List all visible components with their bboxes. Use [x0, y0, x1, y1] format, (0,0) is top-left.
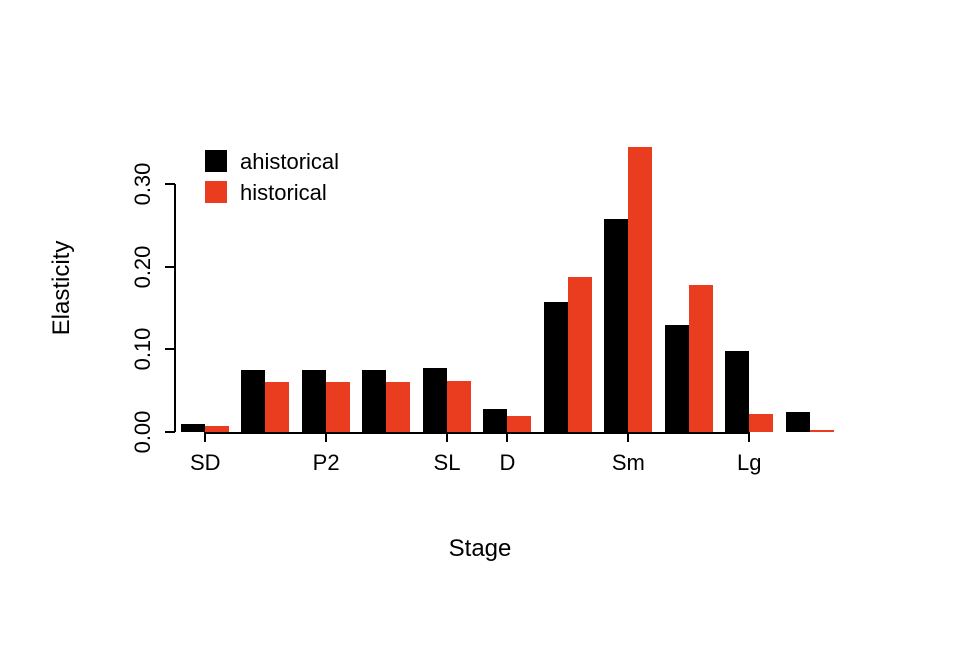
bar-ahistorical [604, 219, 628, 432]
x-tick-mark [627, 432, 629, 442]
y-tick-mark [165, 266, 175, 268]
legend-swatch-historical [205, 181, 227, 203]
bar-historical [447, 381, 471, 432]
x-tick-label: D [500, 450, 516, 476]
x-tick-mark [748, 432, 750, 442]
bar-ahistorical [483, 409, 507, 432]
y-tick-label: 0.00 [130, 411, 156, 454]
bar-historical [386, 382, 410, 432]
bar-historical [810, 430, 834, 432]
y-tick-mark [165, 431, 175, 433]
y-tick-mark [165, 348, 175, 350]
bar-historical [689, 285, 713, 432]
x-tick-label: Sm [612, 450, 645, 476]
legend-label-historical: historical [240, 180, 327, 206]
legend-swatch-ahistorical [205, 150, 227, 172]
bar-ahistorical [423, 368, 447, 432]
bar-ahistorical [181, 424, 205, 432]
bar-ahistorical [665, 325, 689, 432]
bar-ahistorical [241, 370, 265, 432]
bar-ahistorical [362, 370, 386, 432]
x-tick-label: P2 [313, 450, 340, 476]
y-axis-line [174, 184, 176, 432]
y-tick-label: 0.20 [130, 245, 156, 288]
y-tick-mark [165, 183, 175, 185]
x-tick-mark [204, 432, 206, 442]
x-tick-mark [446, 432, 448, 442]
x-tick-label: SD [190, 450, 221, 476]
elasticity-bar-chart: Elasticity Stage 0.00 0.10 0.20 0.30 SD P2 SL… [0, 0, 960, 672]
y-axis-label: Elasticity [48, 241, 76, 336]
bar-historical [749, 414, 773, 432]
bar-historical [568, 277, 592, 432]
bar-ahistorical [544, 302, 568, 432]
y-tick-label: 0.10 [130, 328, 156, 371]
bar-historical [507, 416, 531, 433]
x-tick-mark [325, 432, 327, 442]
bar-historical [265, 382, 289, 432]
bar-ahistorical [302, 370, 326, 432]
x-tick-label: Lg [737, 450, 761, 476]
y-tick-label: 0.30 [130, 163, 156, 206]
x-tick-mark [506, 432, 508, 442]
x-tick-label: SL [434, 450, 461, 476]
bar-ahistorical [725, 351, 749, 432]
x-axis-line [205, 432, 749, 434]
bar-ahistorical [786, 412, 810, 432]
legend-label-ahistorical: ahistorical [240, 149, 339, 175]
bar-historical [628, 147, 652, 432]
x-axis-label: Stage [449, 535, 512, 563]
bar-historical [326, 382, 350, 432]
